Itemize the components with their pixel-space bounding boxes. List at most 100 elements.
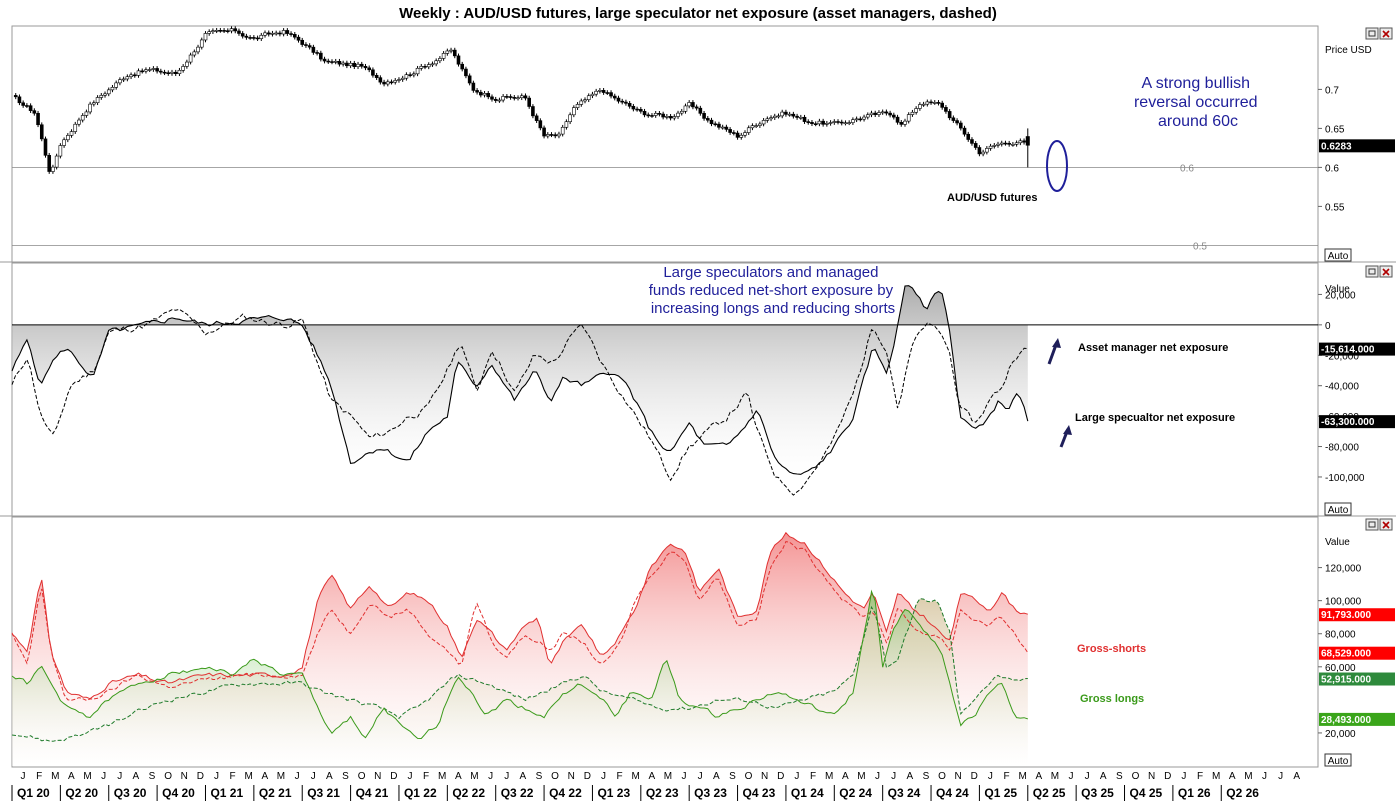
price-candle [62, 137, 66, 148]
net-pane-controls [1365, 265, 1393, 278]
price-candle [765, 116, 770, 123]
price-candle [173, 69, 178, 77]
candle-body [642, 110, 647, 116]
candle-body [709, 119, 714, 125]
gross-longs-spec-badge-background [1319, 712, 1395, 726]
price-candle [147, 67, 152, 73]
price-candle [940, 100, 944, 110]
candle-body [735, 132, 740, 138]
price-candle [304, 42, 308, 48]
price-candle [177, 67, 182, 77]
speculator-net-badge-text: -63,300.000 [1321, 417, 1375, 428]
month-tick-label: N [181, 771, 188, 782]
gross-longs-speculator-line [11, 589, 1028, 740]
candle-body [657, 113, 662, 115]
candle-body [758, 123, 762, 126]
price-candle [698, 105, 703, 116]
candle-body [650, 115, 654, 117]
price-candle [125, 74, 130, 82]
candle-body [188, 54, 193, 63]
candle-body [609, 92, 613, 97]
price-y-tick-label: 0.55 [1325, 202, 1345, 213]
month-tick-label: S [342, 771, 349, 782]
net-pane-restore-icon [1368, 268, 1376, 275]
price-candle [58, 143, 63, 159]
candle-body [583, 99, 587, 102]
net-pane-restore-button[interactable] [1365, 265, 1379, 278]
candle-body [769, 117, 773, 120]
gross-pane-controls [1365, 518, 1393, 531]
price-candle [568, 112, 572, 125]
price-candle [1003, 140, 1008, 146]
price-candle [222, 28, 226, 34]
candle-body [438, 58, 442, 62]
candle-body [914, 108, 918, 113]
candle-body [270, 32, 275, 35]
month-tick-label: M [1244, 771, 1252, 782]
candle-body [118, 79, 122, 84]
price-candle [586, 93, 591, 103]
month-tick-label: F [810, 771, 816, 782]
net-auto-scale-button[interactable]: Auto [1324, 502, 1352, 516]
quarter-tick-label: Q1 25 [984, 786, 1017, 800]
price-candle [28, 103, 33, 113]
gross-axis-title: Value [1325, 537, 1350, 548]
candle-body [635, 108, 639, 111]
price-candle [653, 111, 658, 118]
price-candle [311, 44, 316, 55]
month-tick-label: D [390, 771, 397, 782]
month-tick-label: J [1181, 771, 1186, 782]
price-candle [371, 67, 375, 78]
price-candle [51, 164, 55, 174]
candle-body [464, 68, 468, 77]
reversal-highlight-ellipse [1046, 140, 1068, 192]
month-tick-label: A [842, 771, 849, 782]
quarter-tick-label: Q2 22 [452, 786, 485, 800]
price-candle [408, 72, 412, 78]
candle-body [84, 111, 89, 116]
price-candle [728, 127, 732, 135]
candle-body [743, 132, 747, 136]
price-pane-restore-button[interactable] [1365, 27, 1379, 40]
price-pane-controls [1365, 27, 1393, 40]
price-axis-title: Price USD [1325, 45, 1372, 56]
gross-auto-scale-button[interactable]: Auto [1324, 753, 1352, 767]
quarter-tick-label: Q2 21 [259, 786, 292, 800]
price-candle [1007, 140, 1011, 147]
candle-body [586, 95, 591, 100]
gross-pane-restore-button[interactable] [1365, 518, 1379, 531]
price-candle [817, 118, 822, 127]
price-candle [281, 28, 286, 37]
price-candle [847, 120, 851, 126]
price-axis-title-line: Price USD [1325, 45, 1372, 56]
month-tick-label: A [519, 771, 526, 782]
price-candle [43, 136, 48, 158]
price-candle [903, 118, 907, 127]
speculator-net-badge: -63,300.000 [1319, 415, 1395, 429]
candle-body [508, 96, 513, 98]
gross-shorts-label: Gross-shorts [1077, 643, 1146, 655]
price-candle [516, 95, 520, 101]
candle-body [732, 132, 736, 134]
price-candle [717, 121, 721, 130]
candle-body [43, 138, 48, 156]
price-candle [977, 145, 982, 157]
month-tick-label: A [906, 771, 913, 782]
candle-body [166, 72, 171, 74]
candle-body [337, 60, 342, 65]
price-candle [631, 103, 636, 112]
price-last-value-badge-background [1319, 139, 1395, 153]
price-candle [181, 64, 185, 73]
price-candle [627, 100, 632, 109]
candle-body [66, 135, 70, 141]
asset-manager-series-label: Asset manager net exposure [1078, 342, 1228, 354]
candle-body [88, 103, 92, 113]
price-auto-scale-button[interactable]: Auto [1324, 248, 1352, 262]
price-candle [73, 121, 78, 134]
net-annotation-line-1: Large speculators and managed [663, 264, 878, 281]
price-candle [825, 120, 829, 127]
gross-y-tick-label: 80,000 [1325, 630, 1356, 641]
price-candle [226, 28, 230, 34]
reference-line-label: 0.5 [1193, 241, 1207, 252]
price-candle [620, 98, 625, 105]
